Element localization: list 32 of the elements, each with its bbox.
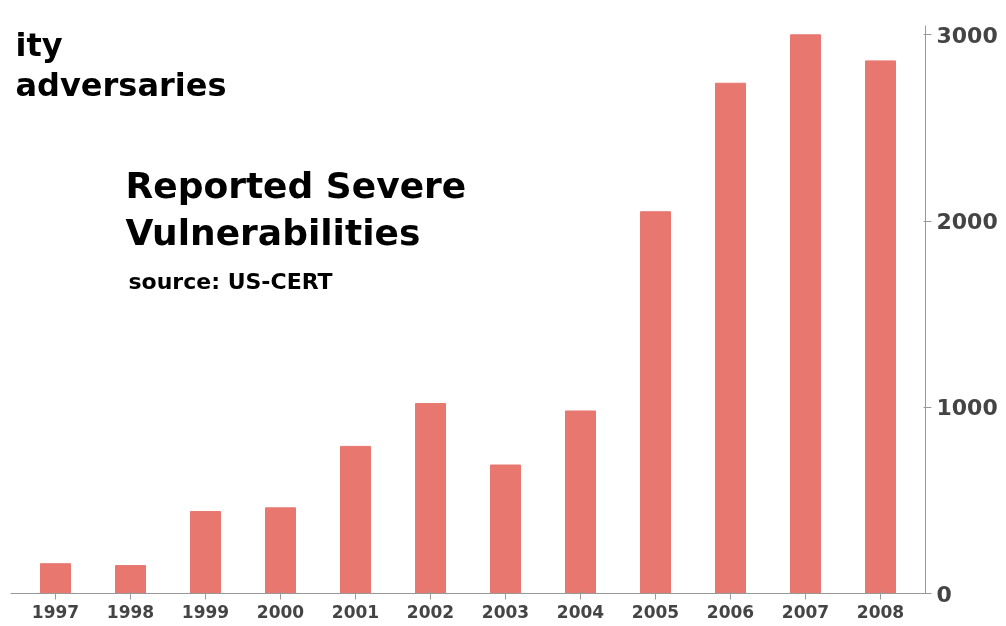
annotation: source: US-CERT	[128, 268, 333, 294]
y-tick-label: 3000	[936, 22, 998, 48]
bar	[490, 464, 521, 594]
bar	[415, 403, 446, 594]
bar	[40, 563, 71, 594]
y-tick-label: 2000	[936, 209, 998, 235]
x-tick-label: 1997	[31, 601, 80, 622]
x-tick-label: 2003	[481, 601, 530, 622]
bar	[340, 445, 371, 594]
bar	[265, 507, 296, 594]
annotation: adversaries	[15, 65, 227, 104]
text: Reported Severe Vulnerabilities	[125, 165, 467, 254]
x-tick-label: 2002	[406, 601, 455, 622]
x-tick-label: 2005	[631, 601, 680, 622]
x-tick-label: 2006	[706, 601, 755, 622]
x-tick-label: 2000	[256, 601, 305, 622]
y-tick-label: 0	[936, 581, 952, 607]
bar	[115, 565, 146, 594]
x-tick-label: 2007	[781, 601, 830, 622]
bar	[190, 511, 221, 594]
x-tick-label: 2008	[856, 601, 905, 622]
y-tick-label: 1000	[936, 395, 998, 421]
bar	[565, 410, 596, 594]
x-tick-label: 1999	[181, 601, 230, 622]
bar	[640, 211, 671, 594]
bar	[715, 82, 746, 594]
x-tick-label: 2001	[331, 601, 380, 622]
annotation: ity	[15, 25, 63, 64]
bar	[865, 60, 896, 594]
bar	[790, 34, 821, 594]
x-tick-label: 2004	[556, 601, 605, 622]
x-tick-label: 1998	[106, 601, 155, 622]
